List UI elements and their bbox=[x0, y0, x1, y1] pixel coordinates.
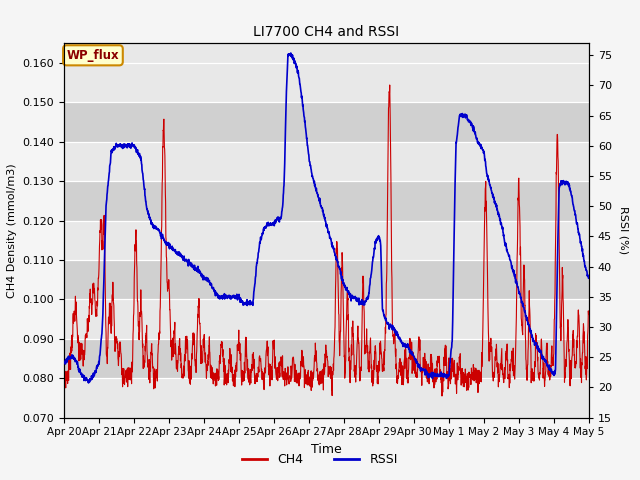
Legend: CH4, RSSI: CH4, RSSI bbox=[237, 448, 403, 471]
X-axis label: Time: Time bbox=[311, 443, 342, 456]
Title: LI7700 CH4 and RSSI: LI7700 CH4 and RSSI bbox=[253, 25, 399, 39]
Text: WP_flux: WP_flux bbox=[67, 49, 119, 62]
Bar bbox=[64, 181, 589, 220]
Bar bbox=[64, 339, 589, 378]
Bar bbox=[64, 102, 589, 142]
Y-axis label: CH4 Density (mmol/m3): CH4 Density (mmol/m3) bbox=[7, 163, 17, 298]
Y-axis label: RSSI (%): RSSI (%) bbox=[619, 206, 628, 254]
Bar bbox=[64, 260, 589, 300]
